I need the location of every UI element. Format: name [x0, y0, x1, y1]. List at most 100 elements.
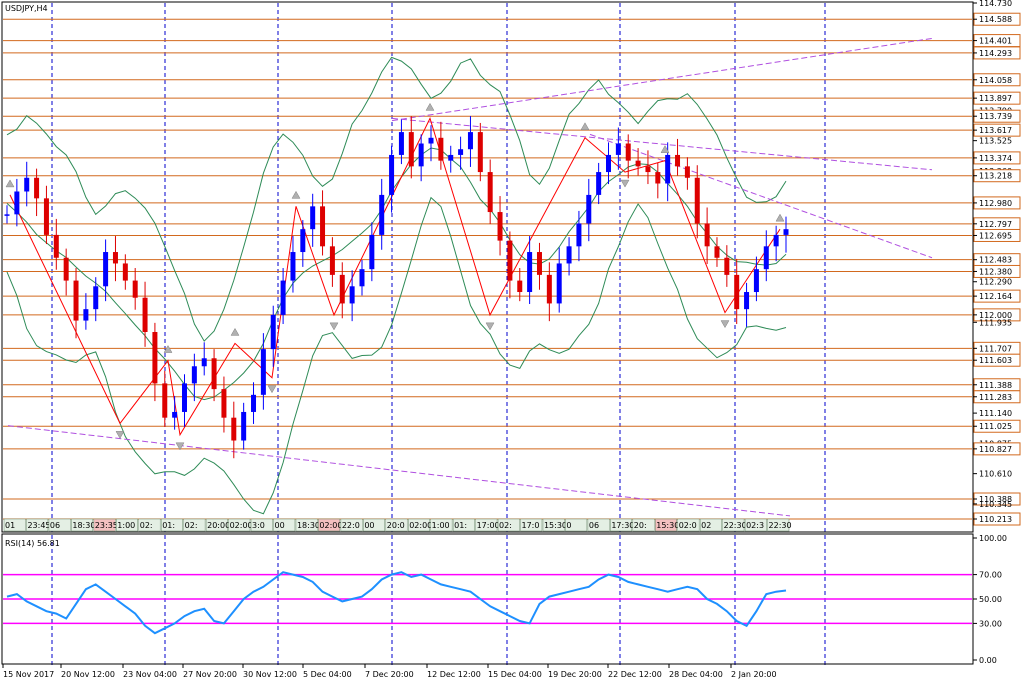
candle-body-79 [783, 229, 789, 235]
time-strip-box-22 [497, 518, 520, 532]
fractal-marker-14 [775, 213, 785, 222]
time-strip-label-23: 17:0 [522, 521, 540, 530]
candle-body-23 [231, 417, 237, 441]
candle-body-58 [576, 223, 582, 247]
time-strip-label-34: 22:30 [769, 521, 792, 530]
price-tick-label-3: 114.293 [979, 49, 1012, 58]
date-tick-label-4: 30 Nov 12:00 [243, 670, 297, 679]
time-strip-box-31 [699, 518, 722, 532]
fractal-marker-12 [660, 145, 670, 153]
zigzag-indicator [9, 117, 781, 437]
time-strip-label-0: 01 [5, 521, 15, 530]
time-strip-box-25 [565, 518, 588, 532]
candle-body-38 [379, 194, 385, 235]
rsi-title: RSI(14) 56.81 [5, 539, 60, 548]
date-tick-label-1: 20 Nov 12:00 [61, 670, 115, 679]
date-tick-label-0: 15 Nov 2017 [3, 670, 54, 679]
candle-body-78 [773, 234, 779, 247]
rsi-tick-label-3: 30.00 [979, 619, 1002, 628]
time-strip-label-32: 22:30 [724, 521, 747, 530]
time-strip-box-23 [520, 518, 543, 532]
time-strip-label-26: 06 [589, 521, 599, 530]
candle-body-2 [24, 177, 30, 192]
price-tick-label-9: 113.525 [979, 137, 1012, 146]
candle-body-9 [93, 286, 99, 310]
price-tick-label-16: 112.483 [979, 256, 1012, 265]
price-tick-label-23: 111.603 [979, 356, 1012, 365]
candle-body-20 [201, 358, 207, 367]
fractal-marker-13 [720, 320, 730, 329]
candle-body-22 [221, 389, 227, 418]
time-strip-label-4: 23:35 [95, 521, 118, 530]
date-axis: 15 Nov 2017 20 Nov 12:00 23 Nov 04:00 27 No… [2, 664, 777, 679]
candle-body-48 [477, 132, 483, 173]
price-tick-label-20: 112.000 [979, 311, 1012, 320]
candle-body-42 [418, 143, 424, 167]
candle-body-54 [536, 252, 542, 275]
date-tick-label-5: 5 Dec 04:00 [303, 670, 352, 679]
rsi-tick-label-4: 0.00 [979, 656, 997, 665]
fractal-marker-3 [175, 442, 185, 451]
candle-body-33 [329, 246, 335, 275]
candle-body-69 [684, 166, 690, 178]
time-strip-label-20: 01: [454, 521, 467, 530]
candle-body-40 [398, 132, 404, 155]
fractal-marker-11 [620, 179, 630, 188]
price-tick-label-7: 113.739 [979, 112, 1012, 121]
candle-body-17 [172, 411, 178, 418]
time-strip-label-9: 20:00 [207, 521, 230, 530]
time-strip-box-26 [587, 518, 610, 532]
rsi-axis: 100.00 70.00 50.00 30.00 0.00 [973, 534, 1007, 665]
candle-body-12 [122, 263, 128, 281]
time-strip-box-3 [71, 518, 94, 532]
time-strip-label-15: 22:0 [342, 521, 360, 530]
candle-body-4 [43, 198, 49, 235]
candle-body-71 [704, 223, 710, 247]
price-tick-label-2: 114.401 [979, 37, 1012, 46]
time-strip-label-14: 02:00 [319, 521, 342, 530]
price-tick-label-0: 114.730 [979, 0, 1012, 8]
time-strip-label-6: 02: [140, 521, 153, 530]
time-strip-label-17: 20:0 [387, 521, 405, 530]
candle-body-28 [280, 280, 286, 315]
candle-body-73 [724, 257, 730, 275]
candle-body-60 [596, 172, 602, 195]
trendline-lower [7, 425, 791, 517]
candle-body-37 [369, 234, 375, 270]
time-strip-label-33: 02:3 [746, 521, 764, 530]
time-strip-box-0 [3, 518, 26, 532]
time-strip-box-20 [452, 518, 475, 532]
price-tick-label-10: 113.374 [979, 154, 1012, 163]
rsi-tick-label-0: 100.00 [979, 534, 1007, 543]
trendlines [7, 37, 933, 517]
candle-body-43 [428, 137, 434, 144]
candle-body-77 [763, 246, 769, 270]
time-strip-box-24 [542, 518, 565, 532]
fractal-marker-7 [329, 322, 339, 331]
price-tick-label-30: 110.610 [979, 470, 1012, 479]
trendline-descending [589, 133, 933, 259]
trendline-mid [391, 117, 933, 171]
rsi-line [6, 571, 787, 635]
candle-body-29 [290, 252, 296, 281]
time-strip-box-5 [116, 518, 138, 532]
time-strip-box-6 [138, 518, 161, 532]
candle-body-56 [556, 263, 562, 304]
time-strip-label-21: 17:00 [477, 521, 500, 530]
fractal-marker-6 [291, 190, 301, 199]
price-tick-label-1: 114.588 [979, 15, 1012, 24]
bollinger-upper [6, 56, 787, 342]
time-label-strip: 01 23:45 06 18:30 23:35 1:00 02: 01: 02: 20:00 02:… [3, 518, 792, 532]
candle-body-74 [734, 274, 740, 310]
price-tick-label-8: 113.617 [979, 126, 1012, 135]
fractal-marker-2 [163, 345, 173, 353]
candle-body-26 [260, 349, 266, 395]
time-strip-label-13: 18:30 [297, 521, 320, 530]
price-tick-label-26: 111.140 [979, 409, 1012, 418]
date-tick-label-11: 28 Dec 04:00 [669, 670, 723, 679]
price-axis: 114.730 114.588 114.401 114.293 114.058 113.8… [973, 0, 1021, 526]
candle-body-46 [458, 149, 464, 155]
price-tick-label-17: 112.380 [979, 267, 1012, 276]
candle-body-68 [675, 154, 681, 167]
